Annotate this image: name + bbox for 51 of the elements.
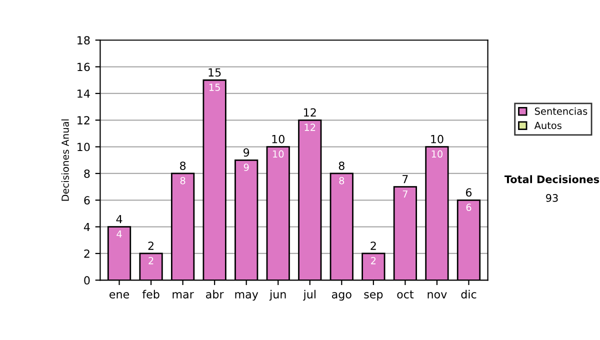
data-label: 10 <box>432 150 443 158</box>
x-tick-label: dic <box>461 290 476 298</box>
x-tick-label: jul <box>303 290 316 301</box>
legend-label: Sentencias <box>534 107 588 115</box>
x-tick-label: ago <box>332 292 352 301</box>
text: Total Decisiones <box>504 175 600 184</box>
y-tick-label: 12 <box>78 116 90 124</box>
total-label: 2 <box>370 242 376 250</box>
data-label: 2 <box>371 256 376 264</box>
total-label: 12 <box>304 108 316 116</box>
total-label: 10 <box>272 134 284 144</box>
data-label: 15 <box>209 84 220 91</box>
data-label: 10 <box>272 150 284 158</box>
x-tick-label: mar <box>172 292 194 298</box>
data-label: 4 <box>116 230 122 238</box>
data-label: 8 <box>180 176 186 184</box>
data-label: 9 <box>244 164 249 171</box>
y-tick-label: 0 <box>84 276 90 285</box>
y-tick-label: 8 <box>84 169 90 178</box>
x-tick-label: jun <box>269 290 286 301</box>
text: 93 <box>546 194 558 202</box>
y-tick-label: 16 <box>78 62 90 72</box>
total-label: 9 <box>244 148 250 157</box>
total-label: 10 <box>431 134 444 144</box>
x-tick-label: sep <box>364 292 383 301</box>
data-label: 6 <box>466 204 472 212</box>
y-tick-label: 14 <box>78 90 90 98</box>
y-tick-label: 10 <box>78 142 90 152</box>
total-label: 6 <box>466 188 472 197</box>
total-label: 2 <box>148 242 154 250</box>
y-axis-title: Decisiones Anual <box>61 119 69 201</box>
data-label: 12 <box>304 124 316 131</box>
x-tick-label: may <box>235 292 258 301</box>
total-label: 7 <box>402 175 408 184</box>
total-label: 8 <box>338 162 344 170</box>
x-tick-label: feb <box>142 290 160 298</box>
total-label: 4 <box>116 215 122 224</box>
total-label: 15 <box>208 68 221 77</box>
x-tick-label: oct <box>397 290 414 298</box>
data-label: 8 <box>339 176 344 184</box>
y-tick-label: 2 <box>84 249 90 258</box>
x-tick-label: ene <box>110 292 130 298</box>
total-label: 8 <box>180 162 186 170</box>
data-label: 2 <box>148 256 154 264</box>
y-tick-label: 4 <box>84 222 90 232</box>
legend-label: Autos <box>534 122 562 130</box>
y-tick-label: 18 <box>78 36 90 44</box>
x-tick-label: nov <box>428 292 447 298</box>
data-label: 7 <box>402 190 408 198</box>
x-tick-label: abr <box>206 290 224 298</box>
y-tick-label: 6 <box>84 196 90 205</box>
